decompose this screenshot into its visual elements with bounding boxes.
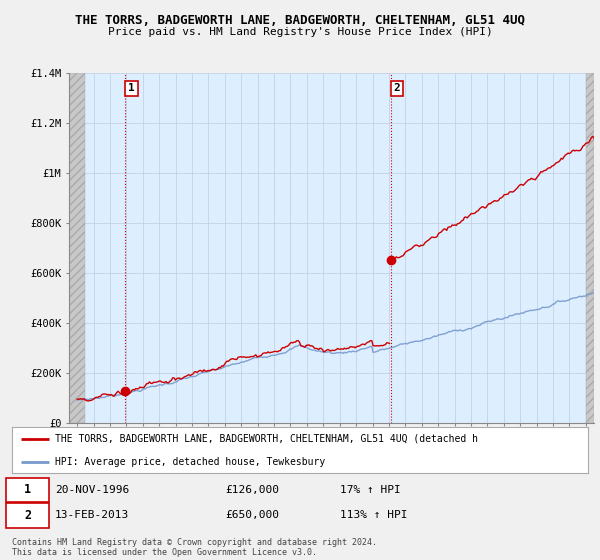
Text: THE TORRS, BADGEWORTH LANE, BADGEWORTH, CHELTENHAM, GL51 4UQ: THE TORRS, BADGEWORTH LANE, BADGEWORTH, … xyxy=(75,14,525,27)
Text: 2: 2 xyxy=(24,509,31,522)
Text: 13-FEB-2013: 13-FEB-2013 xyxy=(55,510,130,520)
Text: HPI: Average price, detached house, Tewkesbury: HPI: Average price, detached house, Tewk… xyxy=(55,457,325,466)
Text: 1: 1 xyxy=(128,83,135,94)
Bar xyxy=(586,73,594,423)
Text: 113% ↑ HPI: 113% ↑ HPI xyxy=(340,510,408,520)
FancyBboxPatch shape xyxy=(6,478,49,502)
Text: 17% ↑ HPI: 17% ↑ HPI xyxy=(340,485,401,495)
Text: £126,000: £126,000 xyxy=(225,485,279,495)
Text: 2: 2 xyxy=(394,83,401,94)
Text: 20-NOV-1996: 20-NOV-1996 xyxy=(55,485,130,495)
Text: Price paid vs. HM Land Registry's House Price Index (HPI): Price paid vs. HM Land Registry's House … xyxy=(107,27,493,37)
Bar xyxy=(69,73,85,423)
Text: THE TORRS, BADGEWORTH LANE, BADGEWORTH, CHELTENHAM, GL51 4UQ (detached h: THE TORRS, BADGEWORTH LANE, BADGEWORTH, … xyxy=(55,434,478,444)
Text: £650,000: £650,000 xyxy=(225,510,279,520)
FancyBboxPatch shape xyxy=(6,503,49,528)
Text: 1: 1 xyxy=(24,483,31,496)
Text: Contains HM Land Registry data © Crown copyright and database right 2024.
This d: Contains HM Land Registry data © Crown c… xyxy=(12,538,377,557)
